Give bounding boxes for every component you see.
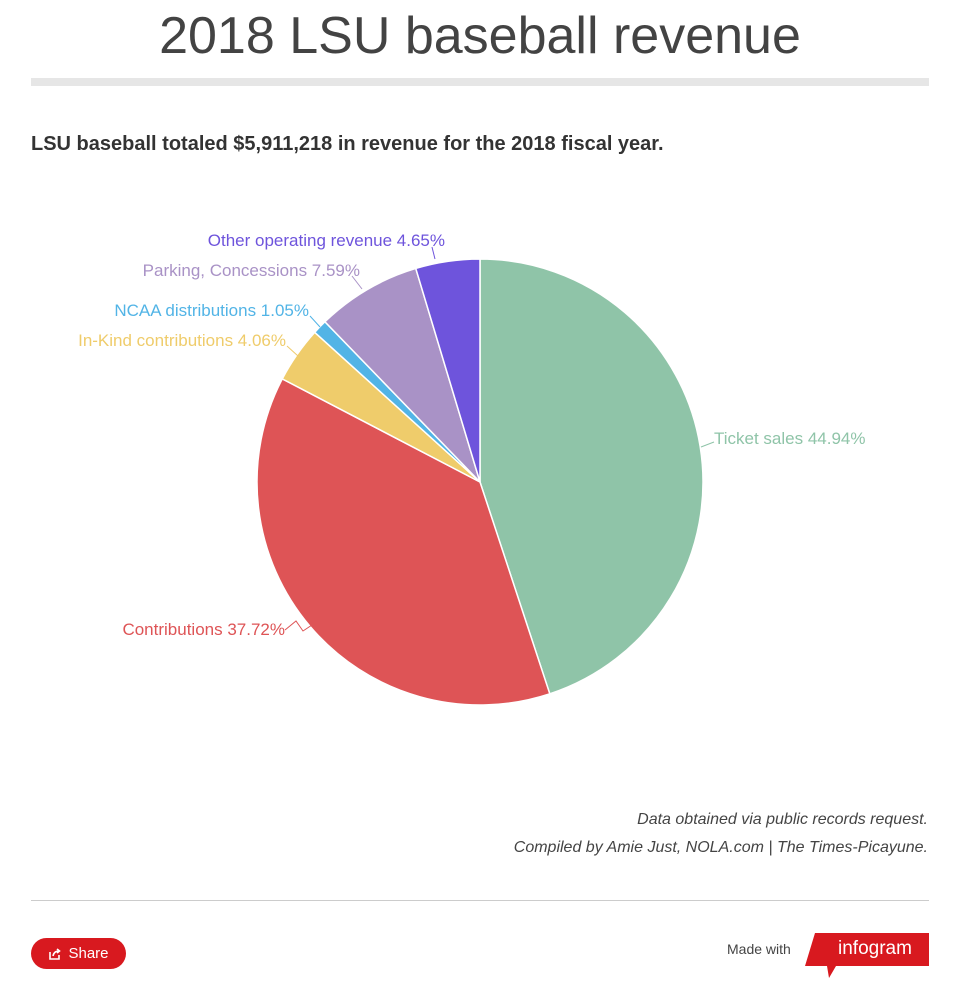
chart-title: 2018 LSU baseball revenue [159,7,801,65]
pie-slice-ticket-sales[interactable] [479,258,704,695]
pie-slice-parking-concessions[interactable] [323,267,481,483]
slice-label-inkind: In-Kind contributions 4.06% [78,331,286,350]
source-note: Data obtained via public records request… [637,811,928,828]
title-divider [31,78,929,86]
leader-line-ncaa [309,315,321,328]
pie-slice-other-operating-revenue[interactable] [414,258,481,483]
share-icon [49,947,62,960]
slice-label-ncaa: NCAA distributions 1.05% [114,301,309,320]
infogram-logo[interactable]: infogram [805,933,929,978]
slice-label-other: Other operating revenue 4.65% [207,231,445,250]
credit-note: Compiled by Amie Just, NOLA.com | The Ti… [513,839,928,856]
share-button[interactable]: Share [31,938,126,969]
slice-label-parking: Parking, Concessions 7.59% [142,261,360,280]
share-label: Share [68,945,109,962]
source-notes: Data obtained via public records request… [514,806,928,862]
leader-line-contributions [284,620,313,632]
slice-label-contributions: Contributions 37.72% [122,620,285,639]
leader-line-ticket [700,441,715,448]
leader-line-inkind [286,345,299,357]
chart-subtitle: LSU baseball totaled $5,911,218 in reven… [31,133,664,155]
leader-line-parking [351,275,363,290]
leader-lines [284,246,715,632]
slice-label-ticket: Ticket sales 44.94% [714,429,866,448]
footer-divider [31,900,929,901]
leader-line-other [431,246,436,260]
made-with-text: Made with [727,941,791,957]
infogram-brand: infogram [838,938,912,959]
infogram-flag-shape [805,933,929,978]
